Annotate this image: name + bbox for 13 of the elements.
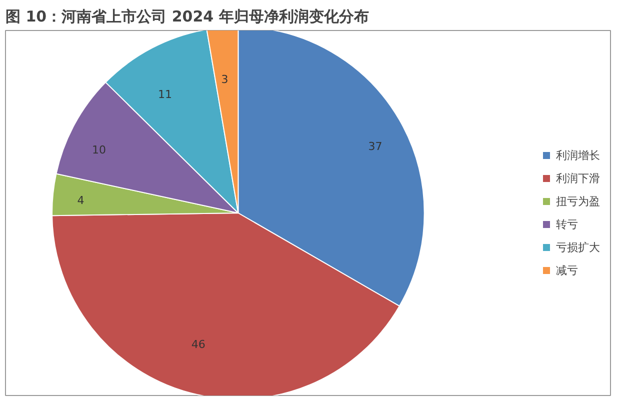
data-label: 37 bbox=[368, 140, 382, 154]
legend-label: 利润增长 bbox=[556, 148, 600, 162]
chart-title: 图 10：河南省上市公司 2024 年归母净利润变化分布 bbox=[6, 8, 369, 26]
legend-label: 亏损扩大 bbox=[556, 240, 600, 254]
legend-label: 扭亏为盈 bbox=[556, 194, 600, 208]
data-label: 46 bbox=[191, 338, 206, 352]
data-label: 11 bbox=[158, 88, 172, 101]
data-label: 4 bbox=[77, 194, 84, 208]
data-label: 3 bbox=[221, 73, 228, 86]
data-label: 10 bbox=[92, 143, 106, 156]
legend-label: 利润下滑 bbox=[556, 170, 600, 186]
legend-label: 转亏 bbox=[556, 216, 578, 232]
legend-label: 减亏 bbox=[556, 262, 578, 278]
